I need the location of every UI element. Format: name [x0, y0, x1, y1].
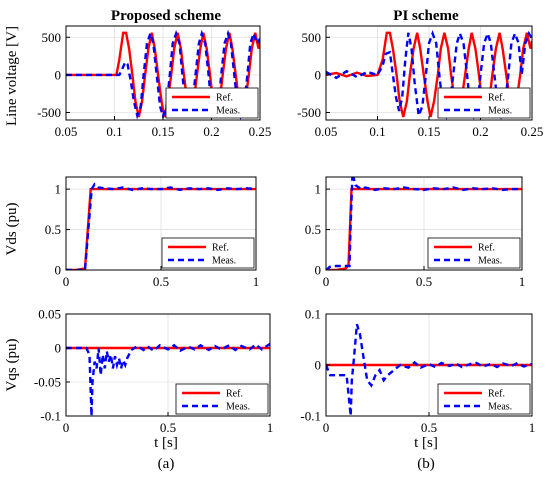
legend-box [437, 87, 531, 119]
legend-label-meas: Meas. [216, 106, 240, 117]
x-tick-label: 1 [519, 274, 526, 289]
legend-label-ref: Ref. [488, 389, 505, 400]
legend-label-ref: Ref. [216, 93, 233, 104]
x-tick-label: 0.1 [369, 124, 385, 139]
y-tick-label: -0.05 [34, 375, 61, 390]
series-meas-line [326, 177, 522, 270]
y-tick-label: 1 [55, 182, 62, 197]
legend-box [175, 383, 269, 415]
x-tick-label: 0.05 [55, 124, 78, 139]
legend-box [437, 383, 531, 415]
legend-box [165, 87, 259, 119]
y-tick-label: 0 [315, 67, 322, 82]
series-meas-line [66, 182, 256, 270]
x-tick-label: 0.05 [315, 124, 338, 139]
y-tick-label: 0.05 [38, 307, 61, 322]
x-tick-label: 0.25 [249, 124, 272, 139]
legend-label-ref: Ref. [212, 243, 229, 254]
y-tick-label: 500 [42, 30, 62, 45]
series-meas-line [66, 342, 270, 416]
panel-bottom-left: 0 0.5 1 0.05 0 -0.05 -0.1 Ref. Meas. [34, 307, 273, 436]
x-tick-label: 0.5 [153, 274, 169, 289]
legend-label-meas: Meas. [488, 106, 512, 117]
y-tick-label: -500 [297, 105, 321, 120]
x-tick-label: 0.2 [472, 124, 488, 139]
x-tick-label: 0.5 [416, 274, 432, 289]
legend: Ref. Meas. [437, 383, 531, 415]
y-tick-label: 0.5 [45, 222, 61, 237]
x-tick-label: 0.5 [160, 420, 176, 435]
legend-label-ref: Ref. [488, 93, 505, 104]
x-tick-label: 0 [323, 420, 330, 435]
x-tick-label: 0.5 [421, 420, 437, 435]
legend-label-meas: Meas. [478, 256, 502, 267]
x-tick-label: 0 [63, 274, 70, 289]
legend: Ref. Meas. [175, 383, 269, 415]
x-tick-label: 0.15 [152, 124, 175, 139]
ylabel-vds: Vds (pu) [4, 203, 20, 256]
x-tick-label: 1 [253, 274, 260, 289]
panel-top-right: 0.05 0.1 0.15 0.2 0.25 500 0 -500 Ref. Meas. [297, 25, 544, 139]
legend-box [427, 237, 521, 269]
legend-box [161, 237, 255, 269]
xlabel-left: t [s] [154, 435, 178, 451]
y-tick-label: -0.1 [40, 409, 61, 424]
y-tick-label: 0.1 [305, 307, 321, 322]
panel-top-left: 0.05 0.1 0.15 0.2 0.25 500 0 -500 Ref. Meas. [37, 25, 272, 139]
x-tick-label: 0 [63, 420, 70, 435]
x-tick-label: 0 [323, 274, 330, 289]
y-tick-label: -0.1 [300, 409, 321, 424]
y-tick-label: 1 [315, 182, 322, 197]
legend: Ref. Meas. [161, 237, 255, 269]
column-title-left: Proposed scheme [111, 8, 221, 24]
legend-label-ref: Ref. [478, 243, 495, 254]
ylabel-line-voltage: Line voltage [V] [4, 26, 20, 126]
x-tick-label: 0.1 [106, 124, 122, 139]
legend-label-ref: Ref. [226, 389, 243, 400]
legend-label-meas: Meas. [488, 402, 512, 413]
panel-middle-right: 0 0.5 1 1 0.5 0 Ref. Meas. [305, 176, 526, 289]
series-meas-line [326, 323, 532, 416]
legend: Ref. Meas. [437, 87, 531, 119]
x-tick-label: 1 [529, 420, 536, 435]
legend-label-meas: Meas. [212, 256, 236, 267]
y-tick-label: 0 [55, 341, 62, 356]
caption-left: (a) [158, 456, 175, 472]
legend: Ref. Meas. [165, 87, 259, 119]
y-tick-label: 0 [315, 358, 322, 373]
y-tick-label: -500 [37, 105, 61, 120]
y-tick-label: 0 [55, 263, 62, 278]
legend-label-meas: Meas. [226, 402, 250, 413]
ylabel-vqs: Vqs (pu) [4, 339, 20, 392]
y-tick-label: 0 [55, 67, 62, 82]
panel-middle-left: 0 0.5 1 1 0.5 0 Ref. Meas. [45, 176, 260, 289]
x-tick-label: 0.2 [203, 124, 219, 139]
legend: Ref. Meas. [427, 237, 521, 269]
y-tick-label: 0.5 [305, 222, 321, 237]
caption-right: (b) [417, 456, 435, 472]
y-tick-label: 500 [302, 30, 322, 45]
x-tick-label: 0.15 [418, 124, 441, 139]
x-tick-label: 1 [267, 420, 274, 435]
column-title-right: PI scheme [393, 8, 459, 24]
x-tick-label: 0.25 [521, 124, 544, 139]
xlabel-right: t [s] [414, 435, 438, 451]
series-ref-line [326, 31, 532, 118]
y-tick-label: 0 [315, 263, 322, 278]
